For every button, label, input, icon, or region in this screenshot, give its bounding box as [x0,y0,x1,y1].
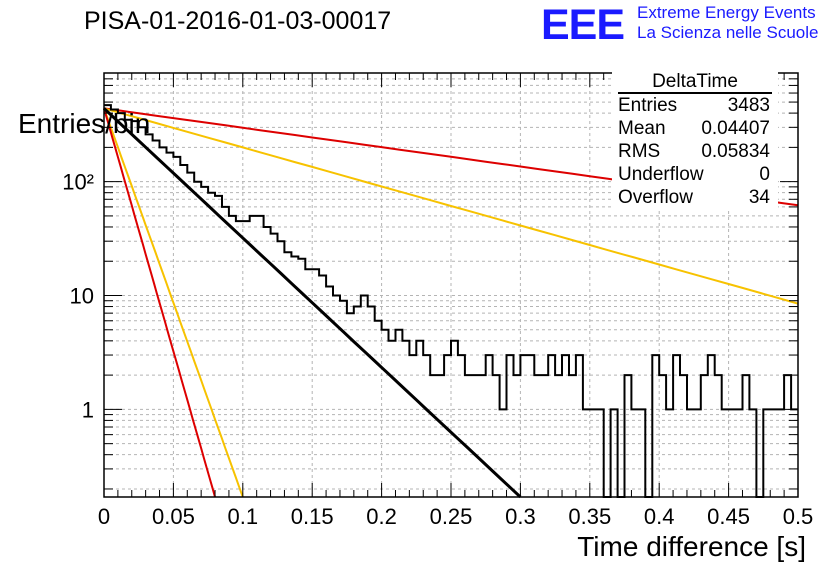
stats-row-mean: Mean 0.04407 [612,117,778,140]
y-tick-label: 10² [62,170,94,195]
x-tick-label: 0.2 [366,504,397,529]
stats-value: 0.04407 [701,118,770,139]
x-tick-label: 0 [98,504,110,529]
stats-label: Overflow [618,187,693,208]
y-tick-label: 10 [70,284,94,309]
y-tick-label: 1 [82,397,94,422]
x-tick-label: 0.3 [505,504,536,529]
stats-row-overflow: Overflow 34 [612,186,778,209]
histogram-steps [104,104,798,498]
stats-box: DeltaTime Entries 3483 Mean 0.04407 RMS … [612,72,778,209]
fit-line [102,107,522,499]
stats-row-underflow: Underflow 0 [612,163,778,186]
eee-logo: EEE [541,1,625,49]
stats-row-entries: Entries 3483 [612,94,778,117]
stats-label: RMS [618,141,661,162]
x-tick-label: 0.1 [228,504,259,529]
x-tick-label: 0.05 [152,504,195,529]
x-tick-label: 0.4 [644,504,675,529]
y-axis-title: Entries/bin [18,108,151,139]
logo-line-1: Extreme Energy Events [637,3,816,22]
run-title: PISA-01-2016-01-03-00017 [84,7,392,35]
fit-line [103,108,216,498]
stats-title: DeltaTime [618,72,772,94]
x-tick-label: 0.25 [430,504,473,529]
stats-row-rms: RMS 0.05834 [612,140,778,163]
stats-label: Mean [618,118,666,139]
x-tick-label: 0.5 [783,504,814,529]
fit-line [103,107,799,305]
x-tick-label: 0.45 [707,504,750,529]
x-axis-title: Time difference [s] [577,531,806,562]
histogram [104,104,798,498]
fit-line [103,108,244,498]
logo-line-2: La Scienza nelle Scuole [637,23,819,42]
axis-ticks [103,72,799,497]
stats-label: Underflow [618,164,704,185]
stats-label: Entries [618,95,678,116]
x-tick-label: 0.15 [291,504,334,529]
tick-labels: 0 0.05 0.1 0.15 0.2 0.25 0.3 0.35 0.4 0.45 0.5 1 10 1… [62,170,813,529]
stats-value: 3483 [727,95,770,116]
stats-value: 0.05834 [701,141,770,162]
x-tick-label: 0.35 [568,504,611,529]
stats-value: 0 [759,164,770,185]
stats-value: 34 [748,187,770,208]
